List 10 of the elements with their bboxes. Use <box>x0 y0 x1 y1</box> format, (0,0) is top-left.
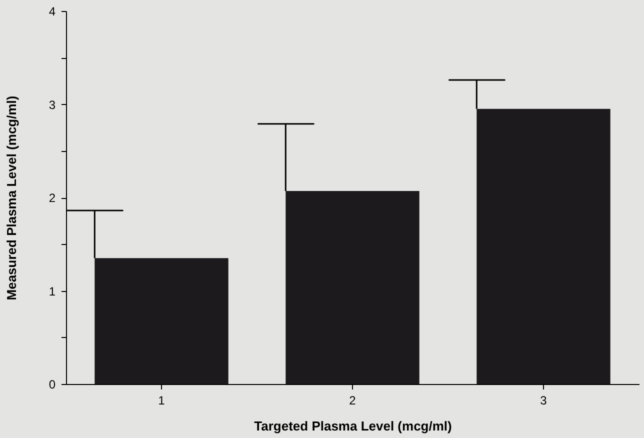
x-axis-title: Targeted Plasma Level (mcg/ml) <box>254 418 452 434</box>
y-tick-label: 2 <box>48 191 56 205</box>
y-tick-label: 1 <box>48 284 56 298</box>
y-tick-label: 4 <box>48 4 56 18</box>
x-tick-label: 3 <box>540 394 548 408</box>
x-tick-label: 1 <box>158 394 166 408</box>
y-tick-label: 0 <box>48 378 56 392</box>
y-tick-label: 3 <box>48 98 56 112</box>
x-tick-label: 2 <box>349 394 356 408</box>
y-axis-title: Measured Plasma Level (mcg/ml) <box>4 96 19 300</box>
